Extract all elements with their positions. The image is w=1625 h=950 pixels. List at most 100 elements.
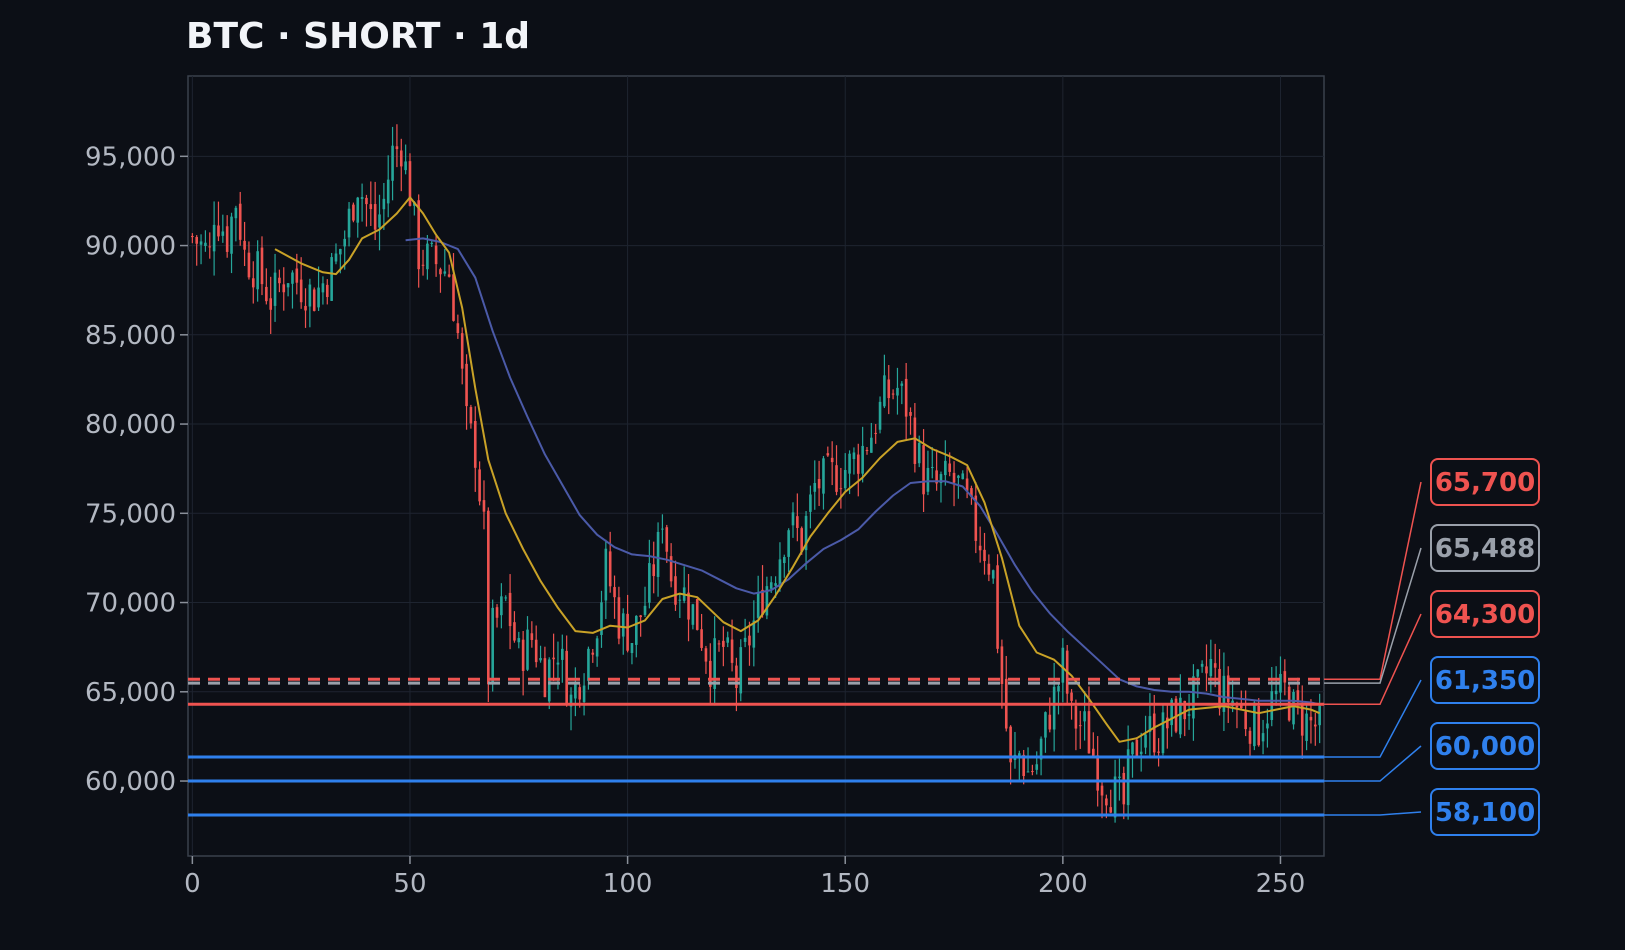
- candle-body: [839, 488, 843, 490]
- candle-body: [260, 247, 264, 285]
- candle-body: [600, 602, 603, 635]
- candle-body: [870, 437, 873, 453]
- candle-body: [617, 597, 621, 639]
- candle-body: [970, 488, 973, 497]
- candle-body: [478, 469, 481, 502]
- candle-body: [1192, 676, 1195, 719]
- candle-body: [939, 474, 943, 484]
- candle-body: [887, 379, 891, 399]
- candle-body: [739, 647, 743, 694]
- candle-body: [874, 432, 877, 434]
- candle-body: [1313, 724, 1317, 727]
- candle-body: [1205, 666, 1208, 674]
- candle-body: [191, 235, 194, 238]
- candle-body: [761, 589, 764, 615]
- level-label: 61,350: [1435, 666, 1535, 696]
- y-tick-label: 85,000: [85, 321, 176, 351]
- candle-body: [1113, 776, 1117, 818]
- candle-body: [765, 586, 769, 616]
- candle-body: [1048, 714, 1052, 730]
- candle-body: [526, 629, 529, 670]
- candle-body: [935, 470, 938, 484]
- level-label: 64,300: [1435, 600, 1535, 630]
- candle-body: [1244, 711, 1247, 730]
- candle-body: [926, 467, 930, 492]
- candle-body: [1022, 754, 1025, 777]
- candle-body: [195, 237, 199, 244]
- candle-body: [1052, 686, 1056, 730]
- candle-body: [452, 274, 455, 321]
- candle-body: [1144, 734, 1147, 748]
- candle-body: [343, 238, 346, 247]
- candle-body: [604, 548, 608, 601]
- candle-body: [1179, 697, 1182, 735]
- candle-body: [843, 470, 847, 489]
- candle-body: [421, 264, 425, 266]
- candle-body: [1035, 764, 1039, 770]
- candle-body: [1200, 663, 1204, 667]
- candle-body: [1105, 798, 1108, 806]
- candle-body: [1222, 675, 1226, 712]
- candle-body: [730, 639, 734, 663]
- candle-body: [243, 240, 246, 250]
- candle-body: [900, 383, 904, 386]
- candle-body: [439, 269, 442, 275]
- candle-body: [848, 453, 851, 474]
- candle-body: [1118, 776, 1121, 778]
- candle-body: [561, 648, 564, 660]
- candle-body: [221, 231, 225, 236]
- candle-body: [648, 563, 651, 603]
- candle-body: [1000, 646, 1004, 684]
- candle-body: [578, 687, 582, 700]
- level-label-box: [1430, 590, 1540, 638]
- candle-body: [291, 272, 294, 284]
- candle-body: [669, 556, 673, 582]
- candle-body: [996, 565, 999, 649]
- candle-body: [482, 500, 486, 512]
- candle-body: [787, 530, 790, 557]
- candle-body: [909, 412, 912, 416]
- candle-body: [417, 200, 420, 270]
- candle-body: [1122, 772, 1126, 805]
- candle-body: [504, 597, 508, 599]
- candle-body: [1074, 706, 1078, 729]
- candle-body: [304, 305, 307, 311]
- candle-body: [1174, 698, 1178, 732]
- candle-body: [804, 515, 808, 551]
- candle-body: [704, 648, 708, 662]
- candle-body: [782, 557, 786, 564]
- candle-body: [1096, 755, 1099, 791]
- candle-body: [1309, 716, 1313, 721]
- candle-body: [1083, 711, 1086, 722]
- candle-body: [830, 457, 834, 463]
- candle-body: [595, 638, 599, 657]
- candle-body: [469, 407, 473, 424]
- candle-body: [521, 639, 525, 671]
- candle-body: [1109, 807, 1113, 813]
- candle-body: [948, 463, 951, 472]
- candle-body: [774, 583, 777, 586]
- candle-body: [1218, 668, 1221, 709]
- candle-body: [308, 284, 312, 307]
- candle-body: [1196, 669, 1200, 677]
- candle-body: [1100, 785, 1104, 796]
- candle-body: [1283, 671, 1287, 683]
- candle-body: [265, 286, 268, 302]
- candle-body: [726, 637, 730, 643]
- level-connector: [1324, 547, 1422, 684]
- candle-body: [404, 161, 407, 171]
- candle-body: [386, 179, 390, 204]
- candle-body: [347, 208, 351, 238]
- candle-body: [339, 248, 342, 255]
- candle-body: [574, 684, 577, 699]
- candle-body: [891, 393, 895, 395]
- candle-body: [552, 657, 555, 660]
- candle-body: [508, 592, 512, 627]
- candle-body: [621, 613, 625, 637]
- candle-body: [1274, 690, 1278, 695]
- candle-body: [251, 278, 255, 288]
- candle-body: [365, 197, 368, 205]
- candle-body: [443, 271, 447, 274]
- candle-body: [530, 633, 534, 640]
- candle-body: [434, 245, 438, 265]
